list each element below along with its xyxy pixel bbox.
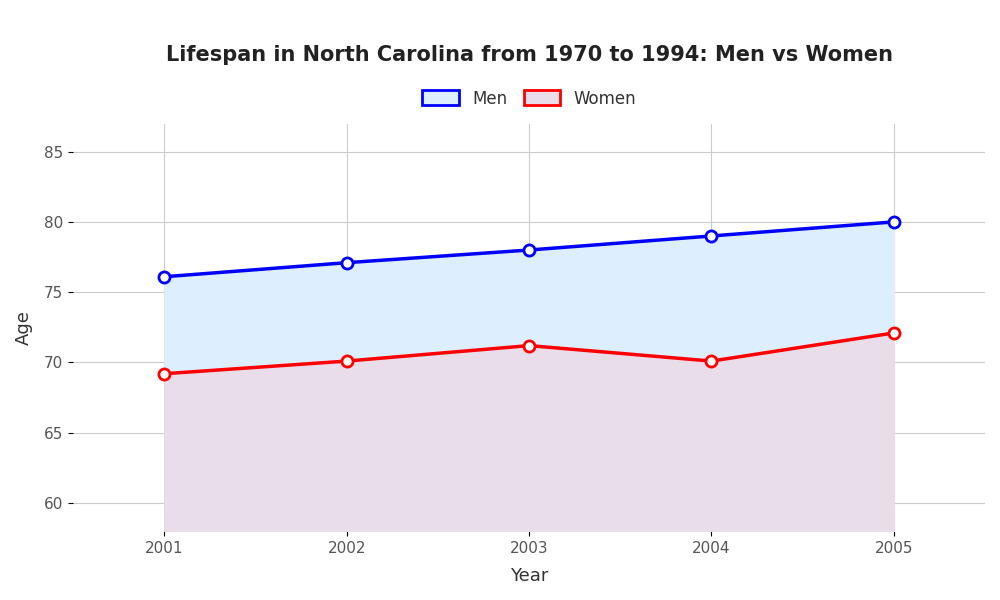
- X-axis label: Year: Year: [510, 567, 548, 585]
- Y-axis label: Age: Age: [15, 310, 33, 345]
- Title: Lifespan in North Carolina from 1970 to 1994: Men vs Women: Lifespan in North Carolina from 1970 to …: [166, 45, 893, 65]
- Legend: Men, Women: Men, Women: [415, 83, 643, 114]
